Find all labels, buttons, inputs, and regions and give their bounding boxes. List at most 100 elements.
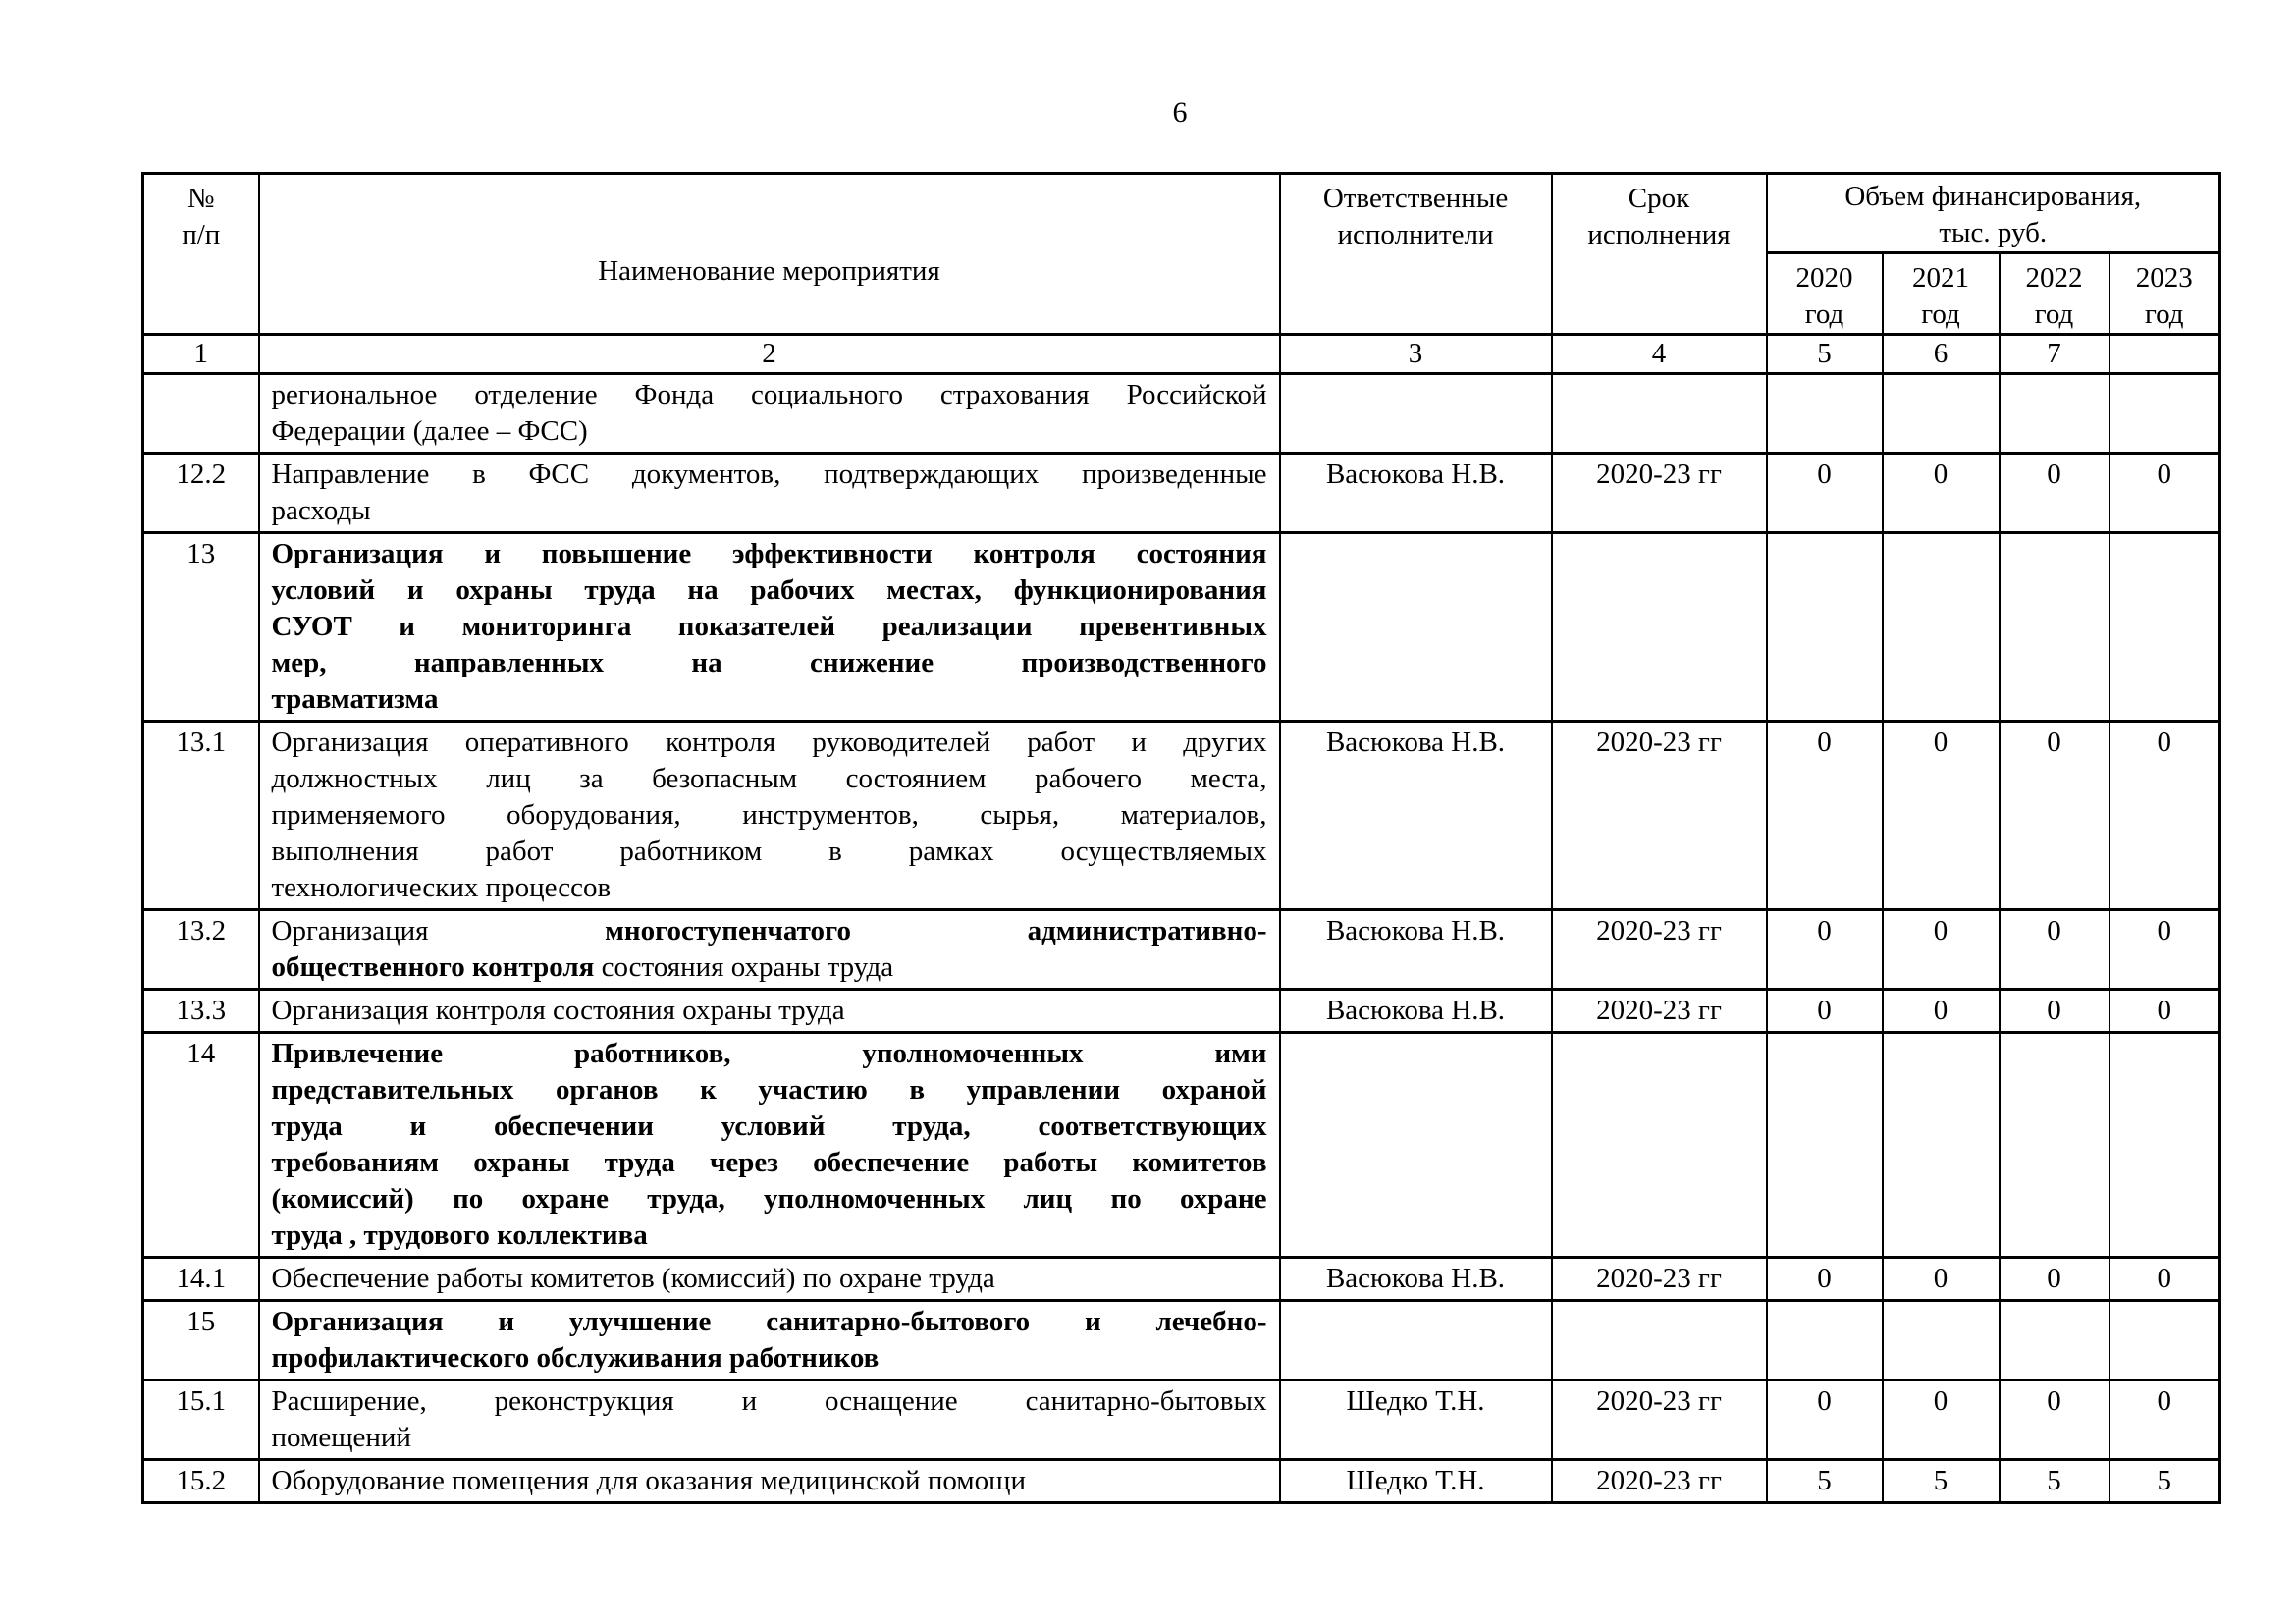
row-name-line: (комиссий) по охране труда, уполномоченн… bbox=[272, 1181, 1267, 1218]
row-name-segment: мер, направленных на снижение производст… bbox=[271, 647, 1267, 678]
row-name-line: Направление в ФСС документов, подтвержда… bbox=[272, 457, 1267, 493]
row-term bbox=[1550, 372, 1768, 455]
row-value bbox=[1765, 1299, 1884, 1381]
table-row: 12.2 Направление в ФСС документов, подтв… bbox=[141, 452, 2221, 534]
index-cell-6: 6 bbox=[1881, 333, 2001, 375]
row-value: 0 bbox=[1881, 1379, 2001, 1461]
row-name-line: Обеспечение работы комитетов (комиссий) … bbox=[272, 1261, 1267, 1297]
row-value: 0 bbox=[1998, 452, 2110, 534]
header-name-label: Наименование мероприятия bbox=[598, 255, 940, 287]
year-2023-line2: год bbox=[2144, 298, 2184, 330]
table-header: № п/п Наименование мероприятия Ответстве… bbox=[141, 172, 2221, 375]
row-term: 2020-23 гг bbox=[1550, 1458, 1768, 1504]
row-term bbox=[1550, 1299, 1768, 1381]
row-value: 5 bbox=[1765, 1458, 1884, 1504]
header-row-titles: № п/п Наименование мероприятия Ответстве… bbox=[141, 172, 2221, 336]
row-name-line: профилактического обслуживания работнико… bbox=[272, 1340, 1267, 1377]
row-exec bbox=[1278, 372, 1553, 455]
row-value: 0 bbox=[2108, 1256, 2221, 1302]
row-name-segment: (комиссий) по охране труда, уполномоченн… bbox=[271, 1183, 1267, 1215]
row-name-segment: представительных органов к участию в упр… bbox=[271, 1074, 1267, 1106]
row-name-segment: Обеспечение работы комитетов (комиссий) … bbox=[271, 1263, 995, 1294]
row-name-segment: Организация контроля состояния охраны тр… bbox=[271, 995, 845, 1026]
row-value bbox=[2108, 531, 2221, 723]
row-name-segment: расходы bbox=[271, 495, 371, 526]
row-value: 0 bbox=[1881, 720, 2001, 911]
header-cell-executors: Ответственные исполнители bbox=[1278, 172, 1553, 336]
row-num: 13.3 bbox=[141, 988, 260, 1034]
row-name-line: Федерации (далее – ФСС) bbox=[272, 413, 1267, 450]
row-name-line: Расширение, реконструкция и оснащение са… bbox=[272, 1383, 1267, 1420]
row-value bbox=[1881, 372, 2001, 455]
row-value bbox=[2108, 372, 2221, 455]
row-name-segment: многоступенчатого административно- bbox=[605, 915, 1267, 947]
row-value: 0 bbox=[1881, 988, 2001, 1034]
row-name-segment: труда и обеспечении условий труда, соотв… bbox=[271, 1110, 1267, 1142]
row-name-segment: СУОТ и мониторинга показателей реализаци… bbox=[271, 611, 1267, 642]
row-num: 14 bbox=[141, 1031, 260, 1259]
header-executors-line2: исполнители bbox=[1337, 219, 1494, 250]
row-name-segment: Оборудование помещения для оказания меди… bbox=[271, 1465, 1027, 1496]
row-value: 0 bbox=[1998, 988, 2110, 1034]
row-name-segment: Направление в ФСС документов, подтвержда… bbox=[271, 459, 1267, 490]
row-value: 0 bbox=[1998, 1379, 2110, 1461]
row-num: 14.1 bbox=[141, 1256, 260, 1302]
row-name: региональное отделение Фонда социального… bbox=[257, 372, 1281, 455]
header-cell-year-2021: 2021 год bbox=[1881, 251, 2001, 336]
row-value bbox=[2108, 1299, 2221, 1381]
row-term: 2020-23 гг bbox=[1550, 720, 1768, 911]
row-name-segment: выполнения работ работником в рамках осу… bbox=[271, 836, 1267, 867]
row-term: 2020-23 гг bbox=[1550, 1256, 1768, 1302]
row-value bbox=[1881, 531, 2001, 723]
row-value: 0 bbox=[2108, 720, 2221, 911]
row-name-segment: Расширение, реконструкция и оснащение са… bbox=[271, 1385, 1267, 1417]
row-name-line: мер, направленных на снижение производст… bbox=[272, 645, 1267, 681]
row-name-line: труда и обеспечении условий труда, соотв… bbox=[272, 1109, 1267, 1145]
row-name-line: Организация контроля состояния охраны тр… bbox=[272, 993, 1267, 1029]
header-financing-line2: тыс. руб. bbox=[1939, 217, 2048, 248]
row-term: 2020-23 гг bbox=[1550, 988, 1768, 1034]
row-value bbox=[1765, 1031, 1884, 1259]
row-value: 0 bbox=[1881, 452, 2001, 534]
row-name-segment: Организация bbox=[271, 915, 606, 947]
row-num: 15.2 bbox=[141, 1458, 260, 1504]
row-name-line: общественного контроля состояния охраны … bbox=[272, 949, 1267, 986]
row-value: 0 bbox=[1765, 1256, 1884, 1302]
row-num: 13.2 bbox=[141, 908, 260, 991]
index-cell-1: 1 bbox=[141, 333, 260, 375]
row-name-line: СУОТ и мониторинга показателей реализаци… bbox=[272, 609, 1267, 645]
table-row: 15.2 Оборудование помещения для оказания… bbox=[141, 1458, 2221, 1504]
row-name-line: условий и охраны труда на рабочих местах… bbox=[272, 572, 1267, 609]
row-num: 15.1 bbox=[141, 1379, 260, 1461]
year-2021-line1: 2021 bbox=[1912, 262, 1969, 294]
row-name-segment: состояния охраны труда bbox=[594, 951, 894, 983]
header-cell-number: № п/п bbox=[141, 172, 260, 336]
row-value bbox=[2108, 1031, 2221, 1259]
row-name-segment: профилактического обслуживания работнико… bbox=[271, 1342, 880, 1374]
row-name: Организация контроля состояния охраны тр… bbox=[257, 988, 1281, 1034]
row-name-line: требованиям охраны труда через обеспечен… bbox=[272, 1145, 1267, 1181]
row-name-line: Организация оперативного контроля руково… bbox=[272, 725, 1267, 761]
row-name-segment: применяемого оборудования, инструментов,… bbox=[271, 799, 1267, 831]
row-value bbox=[1998, 531, 2110, 723]
header-number-line1: № bbox=[187, 183, 215, 214]
row-value: 0 bbox=[1881, 908, 2001, 991]
header-row-years: 2020 год 2021 год 2022 год 2023 год bbox=[143, 251, 2221, 336]
row-num: 12.2 bbox=[141, 452, 260, 534]
index-cell-7: 7 bbox=[1998, 333, 2110, 375]
index-cell-2: 2 bbox=[257, 333, 1281, 375]
row-exec: Васюкова Н.В. bbox=[1278, 1256, 1553, 1302]
table-row: 13.3 Организация контроля состояния охра… bbox=[141, 988, 2221, 1034]
row-name-segment: Организация и повышение эффективности ко… bbox=[271, 538, 1267, 569]
row-name: Расширение, реконструкция и оснащение са… bbox=[257, 1379, 1281, 1461]
row-exec: Васюкова Н.В. bbox=[1278, 452, 1553, 534]
header-term-line2: исполнения bbox=[1587, 219, 1731, 250]
row-term bbox=[1550, 531, 1768, 723]
row-name-segment: труда , трудового коллектива bbox=[271, 1219, 648, 1251]
row-name-line: представительных органов к участию в упр… bbox=[272, 1072, 1267, 1109]
row-value bbox=[1881, 1031, 2001, 1259]
row-name-line: региональное отделение Фонда социального… bbox=[272, 377, 1267, 413]
header-cell-year-2020: 2020 год bbox=[1765, 251, 1884, 336]
row-name-segment: Организация и улучшение санитарно-бытово… bbox=[271, 1306, 1267, 1337]
row-name-line: травматизма bbox=[272, 681, 1267, 718]
